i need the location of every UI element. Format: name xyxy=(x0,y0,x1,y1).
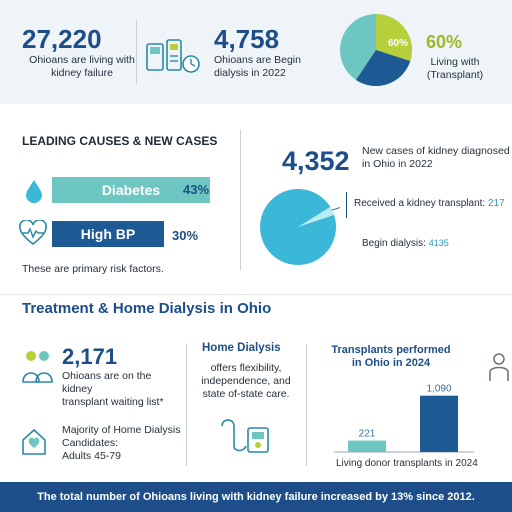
stat-living-kidney-failure-label: Ohioans are living with kidney failure xyxy=(29,54,135,79)
bar-value-label-0: 221 xyxy=(359,429,376,440)
high-bp-label: High BP xyxy=(80,226,136,242)
transplant-pie-chart: 60% xyxy=(340,14,412,87)
living-transplant-label: Living with (Transplant) xyxy=(426,56,484,81)
transplant-legend-value: 217 xyxy=(487,198,505,209)
diabetes-label: Diabetes xyxy=(101,182,161,198)
home-dialysis-description: offers flexibility, independence, and st… xyxy=(201,362,291,400)
pie-slice-transplant xyxy=(298,207,334,227)
divider xyxy=(306,344,307,466)
footer-text: The total number of Ohioans living with … xyxy=(37,491,475,503)
transplants-bar-chart: 221 1,090 xyxy=(334,384,474,453)
pie-slice-label: 60% xyxy=(388,38,408,49)
new-cases-value: 4,352 xyxy=(282,146,350,176)
diabetes-bar: Diabetes xyxy=(52,177,210,203)
high-bp-percent: 30% xyxy=(172,228,199,243)
home-dialysis-title: Home Dialysis xyxy=(202,342,281,354)
legend-tick xyxy=(346,192,347,218)
divider xyxy=(136,20,137,84)
pie-slice-transplant xyxy=(376,14,412,62)
treatment-title: Treatment & Home Dialysis in Ohio xyxy=(22,300,272,317)
stat-begin-dialysis-value: 4,758 xyxy=(214,24,280,54)
new-cases-label: New cases of kidney diagnosed in Ohio in… xyxy=(362,145,510,170)
transplant-legend-label: Received a kidney transplant: xyxy=(354,198,486,209)
footer-banner: The total number of Ohioans living with … xyxy=(0,482,512,512)
home-dialysis-candidates: Majority of Home Dialysis Candidates: Ad… xyxy=(62,424,181,462)
home-heart-icon xyxy=(22,428,46,455)
people-icon xyxy=(22,351,53,383)
stat-living-kidney-failure-value: 27,220 xyxy=(22,24,102,54)
new-cases-pie-chart xyxy=(260,189,340,265)
dialysis-legend-label: Begin dialysis: xyxy=(362,238,426,249)
living-transplant-value: 60% xyxy=(426,32,463,52)
top-stats-band xyxy=(0,0,512,104)
diabetes-percent: 43% xyxy=(183,182,210,197)
water-drop-icon xyxy=(26,180,42,203)
divider xyxy=(186,344,187,466)
home-dialysis-machine-icon xyxy=(221,419,269,453)
dialysis-legend: Begin dialysis: 4135 xyxy=(362,238,449,249)
dialysis-machine-icon xyxy=(146,39,200,73)
heart-pulse-icon xyxy=(19,220,47,246)
stat-begin-dialysis-label: Ohioans are Begin dialysis in 2022 xyxy=(214,54,301,79)
bar-0 xyxy=(348,440,386,452)
transplants-caption: Living donor transplants in 2024 xyxy=(336,458,478,469)
bar-1 xyxy=(420,395,458,452)
divider xyxy=(240,130,241,270)
section-divider xyxy=(0,294,512,295)
bar-value-label-1: 1,090 xyxy=(426,384,451,395)
waiting-list-value: 2,171 xyxy=(62,344,118,369)
transplants-title: Transplants performed in Ohio in 2024 xyxy=(331,344,451,369)
pie-slice-dialysis xyxy=(356,50,411,87)
transplant-legend: Received a kidney transplant: 217 xyxy=(354,198,505,209)
waiting-list-label: Ohioans are on the kidney transplant wai… xyxy=(62,370,164,408)
risk-factors-note: These are primary risk factors. xyxy=(22,263,164,275)
dialysis-legend-value: 4135 xyxy=(428,238,449,248)
leading-causes-title: LEADING CAUSES & NEW CASES xyxy=(22,134,218,148)
person-icon xyxy=(489,353,509,381)
high-bp-bar: High BP xyxy=(52,221,164,247)
